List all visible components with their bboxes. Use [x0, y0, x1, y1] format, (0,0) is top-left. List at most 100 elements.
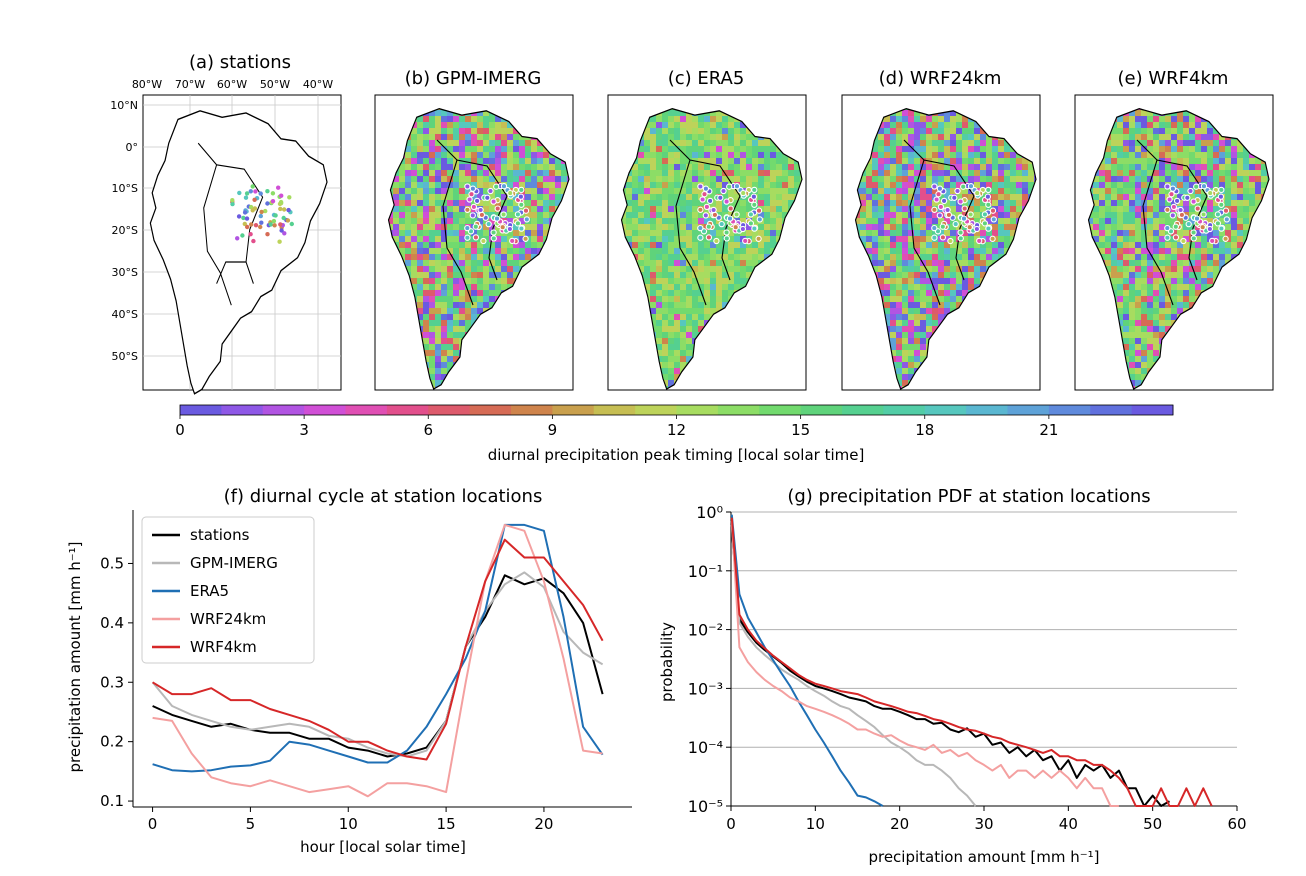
- colorbar-segment: [635, 405, 678, 415]
- lat-label-50s: 50°S: [112, 350, 138, 363]
- y-tick-label: 10⁻⁴: [688, 738, 723, 757]
- colorbar-segment: [759, 405, 802, 415]
- colorbar-tick-label: 15: [791, 421, 810, 439]
- y-tick-label: 10⁻²: [688, 621, 723, 640]
- pdf-line-era5: [730, 514, 884, 807]
- colorbar-segment: [966, 405, 1009, 415]
- y-tick-label: 0.5: [100, 554, 124, 572]
- chart-g-ylabel: probability: [658, 622, 676, 702]
- station-dot: [272, 223, 277, 228]
- lon-label-80w: 80°W: [132, 78, 162, 91]
- legend-box: [141, 516, 315, 664]
- station-dot: [249, 222, 254, 227]
- station-markers: [464, 182, 530, 245]
- colorbar-segment: [304, 405, 347, 415]
- map-title-gpm-imerg: (b) GPM-IMERG: [405, 68, 542, 89]
- station-dot: [270, 191, 276, 196]
- x-tick-label: 20: [890, 815, 909, 833]
- station-dot: [244, 191, 250, 196]
- colorbar-segment: [800, 405, 843, 415]
- station-dot: [252, 197, 257, 202]
- lat-label-10n: 10°N: [110, 99, 138, 112]
- x-tick-label: 40: [1059, 815, 1078, 833]
- map-wrf4km: [1074, 94, 1274, 391]
- lat-label-10s: 10°S: [112, 182, 138, 195]
- station-dot: [286, 207, 291, 213]
- y-tick-label: 10⁻¹: [688, 562, 723, 581]
- colorbar-tick-label: 3: [299, 421, 309, 439]
- station-dot: [281, 215, 286, 221]
- y-tick-label: 10⁻³: [688, 679, 723, 698]
- x-tick-label: 0: [148, 815, 158, 833]
- station-dot: [278, 199, 284, 205]
- station-markers: [1164, 182, 1230, 245]
- x-tick-label: 20: [534, 815, 553, 833]
- x-tick-label: 50: [1143, 815, 1162, 833]
- station-dot: [248, 189, 253, 194]
- station-dot: [250, 184, 255, 189]
- chart-g-title: (g) precipitation PDF at station locatio…: [787, 486, 1150, 507]
- country-borders: [436, 139, 508, 306]
- station-dot: [242, 210, 248, 215]
- station-dot: [258, 224, 263, 230]
- pdf-line-wrf4km: [730, 517, 1213, 807]
- country-borders: [903, 139, 975, 306]
- series-line-era5: [152, 523, 604, 773]
- y-tick-label: 10⁻⁵: [688, 797, 723, 816]
- colorbar-segment: [1090, 405, 1133, 415]
- map-title-wrf4km: (e) WRF4km: [1118, 68, 1229, 89]
- chart-g-xlabel: precipitation amount [mm h⁻¹]: [868, 848, 1099, 866]
- country-borders: [1136, 139, 1208, 306]
- x-tick-label: 10: [806, 815, 825, 833]
- colorbar-segment: [221, 405, 264, 415]
- colorbar-tick-label: 6: [423, 421, 433, 439]
- series-line-stations: [152, 574, 604, 758]
- map-era5: [607, 94, 807, 391]
- chart-f-ylabel: precipitation amount [mm h⁻¹]: [66, 541, 84, 772]
- colorbar-segment: [262, 405, 305, 415]
- station-dot: [285, 218, 291, 223]
- station-dot: [243, 195, 249, 200]
- chart-diurnal-cycle: 0 5 10 15 20 0.1 0.2 0.3 0.4 0.5: [100, 510, 632, 833]
- lon-label-40w: 40°W: [303, 78, 333, 91]
- colorbar-tick-label: 12: [667, 421, 686, 439]
- station-dot: [282, 231, 287, 236]
- series-line-gpm-imerg: [151, 571, 604, 758]
- station-dot: [235, 236, 240, 241]
- y-tick-label: 0.3: [100, 673, 124, 691]
- lat-label-40s: 40°S: [112, 308, 138, 321]
- station-dot: [244, 216, 250, 221]
- station-dot: [265, 201, 270, 206]
- lon-label-70w: 70°W: [175, 78, 205, 91]
- x-tick-label: 5: [246, 815, 256, 833]
- colorbar-segment: [1048, 405, 1091, 415]
- colorbar-segment: [593, 405, 636, 415]
- series-line-wrf24km: [152, 523, 603, 798]
- colorbar-segment: [428, 405, 471, 415]
- station-dot: [289, 221, 294, 227]
- station-dot: [253, 189, 258, 194]
- colorbar-segment: [345, 405, 388, 415]
- station-dot: [241, 215, 246, 221]
- continent-outline: [149, 110, 328, 395]
- station-dot: [278, 206, 283, 212]
- chart-f-legend: stations GPM-IMERG ERA5 WRF24km WRF4km: [141, 516, 315, 664]
- station-dot: [236, 214, 242, 219]
- station-dot: [263, 208, 268, 214]
- station-dot: [253, 223, 259, 228]
- legend-label: ERA5: [190, 582, 229, 600]
- map-title-stations: (a) stations: [189, 52, 291, 73]
- x-tick-label: 30: [974, 815, 993, 833]
- map-wrf24km: [841, 94, 1041, 391]
- pdf-line-gpm-imerg: [730, 524, 977, 807]
- station-dot: [287, 195, 292, 200]
- pdf-line-wrf24km: [730, 521, 1119, 807]
- colorbar-segment: [1007, 405, 1050, 415]
- colorbar-tick-label: 9: [548, 421, 558, 439]
- station-dot: [237, 190, 242, 196]
- station-dot: [278, 222, 283, 227]
- station-dot: [279, 228, 284, 233]
- legend-label: stations: [190, 526, 250, 544]
- colorbar-segment: [717, 405, 760, 415]
- pdf-line-stations: [730, 529, 1170, 807]
